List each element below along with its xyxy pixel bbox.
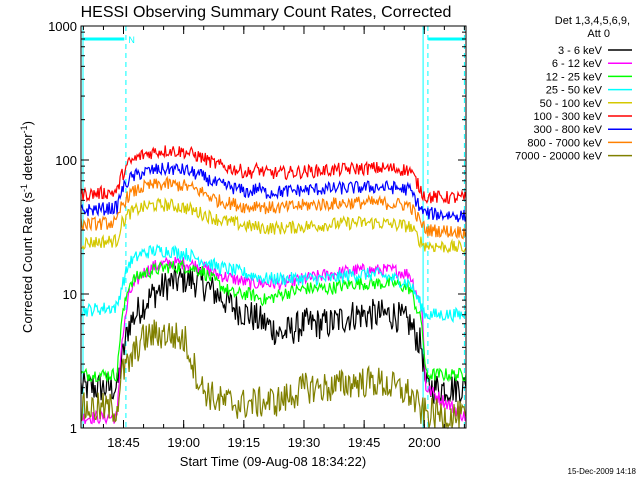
x-axis-label: Start Time (09-Aug-08 18:34:22) xyxy=(180,454,366,469)
y-tick-label-0: 1 xyxy=(70,421,77,436)
chart-title: HESSI Observing Summary Count Rates, Cor… xyxy=(81,4,452,21)
x-tick-label-5: 20:00 xyxy=(408,435,441,450)
series-line-6 xyxy=(80,162,467,223)
y-axis: 1 10 100 1000 xyxy=(48,19,466,436)
series-line-5 xyxy=(80,145,467,205)
series-line-0 xyxy=(80,265,467,405)
y-tick-label-1: 10 xyxy=(63,287,77,302)
x-tick-label-0: 18:45 xyxy=(107,435,140,450)
legend-label-7: 800 - 7000 keV xyxy=(527,137,602,149)
x-tick-label-3: 19:30 xyxy=(288,435,321,450)
legend-label-0: 3 - 6 keV xyxy=(558,45,603,57)
series-line-7 xyxy=(80,175,467,240)
series-line-4 xyxy=(80,197,467,254)
legend-label-1: 6 - 12 keV xyxy=(552,58,603,70)
y-tick-label-3: 1000 xyxy=(48,19,77,34)
x-tick-label-4: 19:45 xyxy=(348,435,381,450)
legend-header-attenuator: Att 0 xyxy=(587,28,610,40)
y-tick-label-2: 100 xyxy=(55,153,77,168)
legend-header-detectors: Det 1,3,4,5,6,9, xyxy=(555,15,630,27)
legend-label-2: 12 - 25 keV xyxy=(546,71,603,83)
plot-frame xyxy=(80,25,467,429)
x-tick-label-2: 19:15 xyxy=(228,435,261,450)
attenuator-flag: N xyxy=(128,35,135,45)
series-line-2 xyxy=(80,258,467,383)
x-axis: 18:45 19:00 19:15 19:30 19:45 20:00 xyxy=(82,26,465,450)
legend-label-6: 300 - 800 keV xyxy=(534,124,603,136)
series-line-3 xyxy=(80,243,467,324)
legend-label-5: 100 - 300 keV xyxy=(534,111,603,123)
plot-area: N xyxy=(80,26,467,430)
legend-label-4: 50 - 100 keV xyxy=(540,98,603,110)
footer-date: 15-Dec-2009 14:18 xyxy=(568,467,637,476)
series-line-8 xyxy=(80,319,467,430)
y-axis-label: Corrected Count Rate (s-1 detector-1) xyxy=(19,121,35,333)
legend-label-3: 25 - 50 keV xyxy=(546,85,603,97)
x-tick-label-1: 19:00 xyxy=(167,435,200,450)
legend-label-8: 7000 - 20000 keV xyxy=(515,151,603,163)
